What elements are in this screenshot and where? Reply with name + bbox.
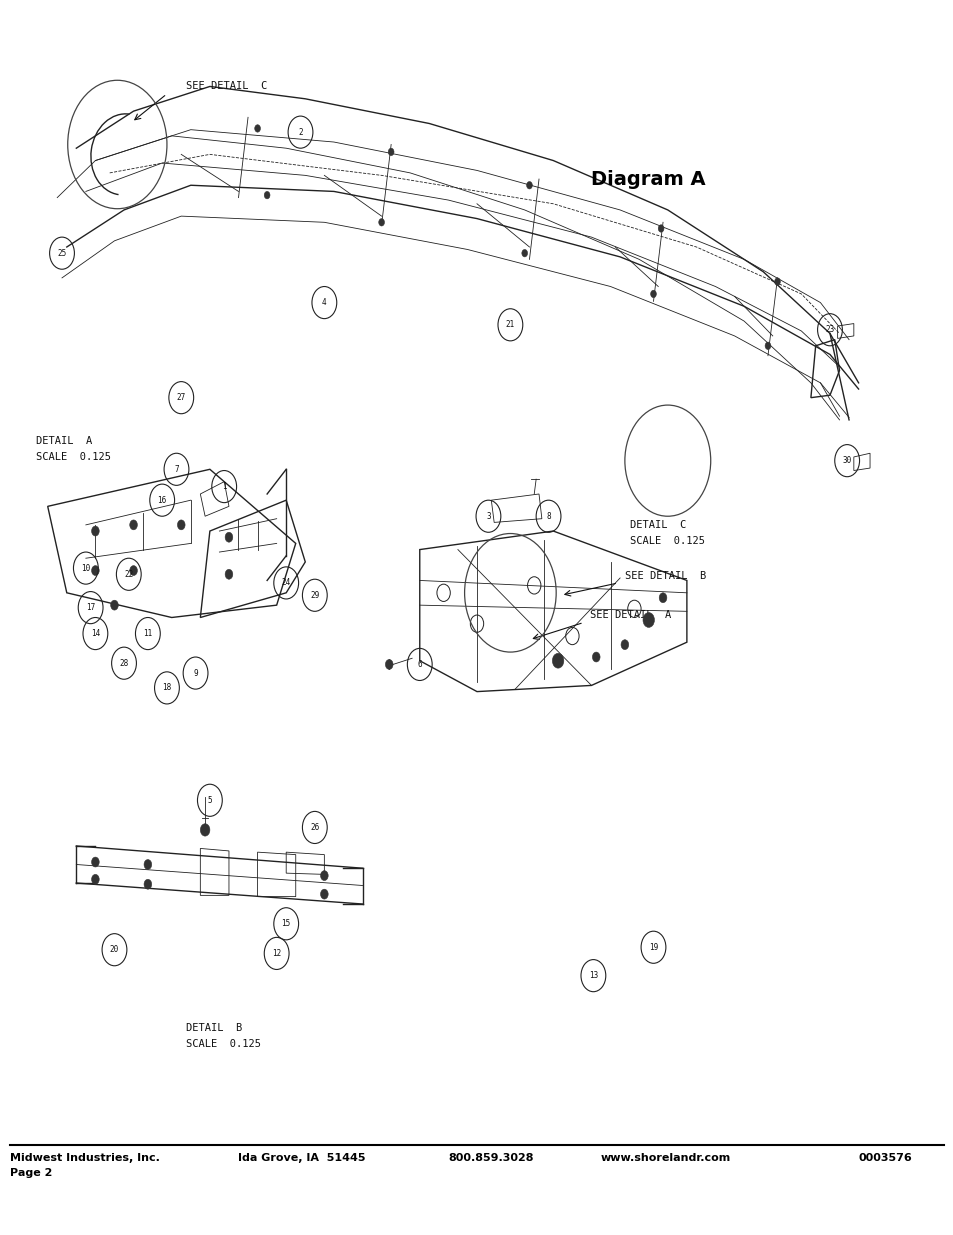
Text: 16: 16 (157, 495, 167, 505)
Text: 30: 30 (841, 456, 851, 466)
Text: Page 2: Page 2 (10, 1168, 51, 1178)
Circle shape (659, 593, 666, 603)
Text: 18: 18 (162, 683, 172, 693)
Text: 11: 11 (143, 629, 152, 638)
Circle shape (144, 879, 152, 889)
Text: 25: 25 (57, 248, 67, 258)
Text: 28: 28 (119, 658, 129, 668)
Circle shape (91, 566, 99, 576)
Circle shape (650, 290, 656, 298)
Text: SEE DETAIL  B: SEE DETAIL B (624, 571, 705, 580)
Circle shape (385, 659, 393, 669)
Circle shape (592, 652, 599, 662)
Text: 4: 4 (322, 298, 326, 308)
Text: 13: 13 (588, 971, 598, 981)
Text: 15: 15 (281, 919, 291, 929)
Text: DETAIL  A: DETAIL A (36, 436, 92, 446)
Text: 8: 8 (546, 511, 550, 521)
Text: 12: 12 (272, 948, 281, 958)
Text: 3: 3 (486, 511, 490, 521)
Text: 2: 2 (298, 127, 302, 137)
Text: 14: 14 (91, 629, 100, 638)
Text: 10: 10 (81, 563, 91, 573)
Circle shape (552, 653, 563, 668)
Circle shape (91, 526, 99, 536)
Text: 29: 29 (310, 590, 319, 600)
Circle shape (91, 857, 99, 867)
Circle shape (200, 824, 210, 836)
Text: 26: 26 (310, 823, 319, 832)
Text: 23: 23 (824, 325, 834, 335)
Text: DETAIL  B: DETAIL B (186, 1023, 242, 1032)
Text: 5: 5 (208, 795, 212, 805)
Circle shape (264, 191, 270, 199)
Text: 19: 19 (648, 942, 658, 952)
Text: 0003576: 0003576 (858, 1153, 911, 1163)
Text: 800.859.3028: 800.859.3028 (448, 1153, 534, 1163)
Circle shape (526, 182, 532, 189)
Text: SEE DETAIL  C: SEE DETAIL C (186, 82, 267, 91)
Circle shape (642, 613, 654, 627)
Circle shape (111, 600, 118, 610)
Circle shape (177, 520, 185, 530)
Circle shape (320, 889, 328, 899)
Circle shape (378, 219, 384, 226)
Text: SCALE  0.125: SCALE 0.125 (36, 452, 112, 462)
Circle shape (658, 225, 663, 232)
Text: 6: 6 (417, 659, 421, 669)
Circle shape (388, 148, 394, 156)
Text: 7: 7 (174, 464, 178, 474)
Text: DETAIL  C: DETAIL C (629, 520, 685, 530)
Circle shape (225, 569, 233, 579)
Circle shape (774, 278, 780, 285)
Text: Ida Grove, IA  51445: Ida Grove, IA 51445 (238, 1153, 366, 1163)
Text: Diagram A: Diagram A (591, 169, 705, 189)
Circle shape (130, 520, 137, 530)
Text: SCALE  0.125: SCALE 0.125 (629, 536, 704, 546)
Text: www.shorelandr.com: www.shorelandr.com (600, 1153, 731, 1163)
Circle shape (254, 125, 260, 132)
Circle shape (320, 871, 328, 881)
Text: Midwest Industries, Inc.: Midwest Industries, Inc. (10, 1153, 159, 1163)
Text: 1: 1 (222, 482, 226, 492)
Circle shape (225, 532, 233, 542)
Circle shape (130, 566, 137, 576)
Circle shape (521, 249, 527, 257)
Text: 24: 24 (281, 578, 291, 588)
Text: 21: 21 (505, 320, 515, 330)
Circle shape (764, 342, 770, 350)
Circle shape (91, 874, 99, 884)
Text: 20: 20 (110, 945, 119, 955)
Circle shape (144, 860, 152, 869)
Circle shape (620, 640, 628, 650)
Text: 22: 22 (124, 569, 133, 579)
Text: 27: 27 (176, 393, 186, 403)
Text: SEE DETAIL  A: SEE DETAIL A (589, 610, 670, 620)
Text: 9: 9 (193, 668, 197, 678)
Text: SCALE  0.125: SCALE 0.125 (186, 1039, 261, 1049)
Text: 17: 17 (86, 603, 95, 613)
